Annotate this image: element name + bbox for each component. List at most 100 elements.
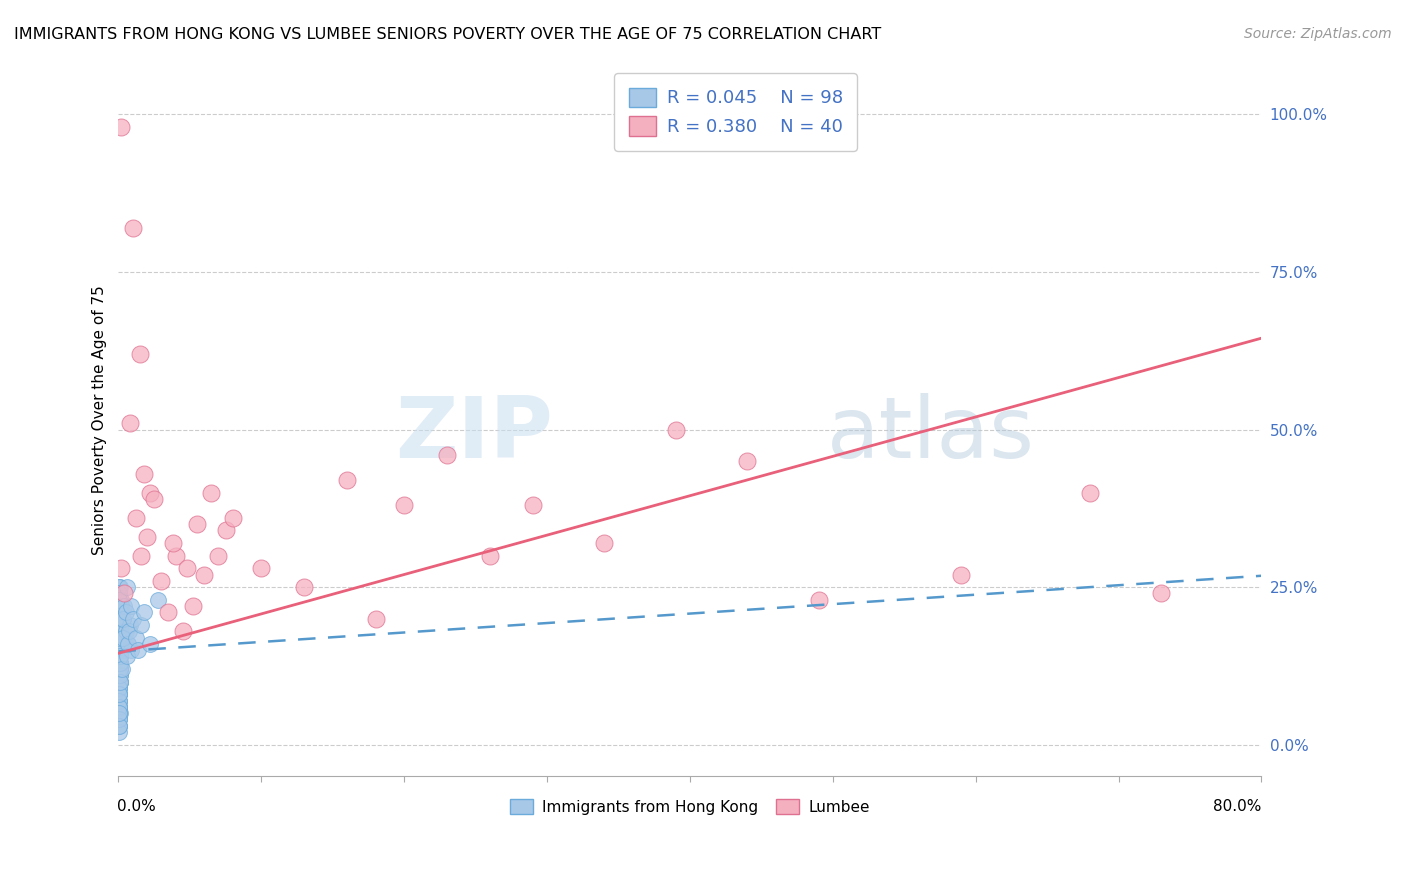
Point [162, 536, 184, 550]
Point [136, 530, 159, 544]
Point [110, 120, 132, 134]
Point [1150, 586, 1173, 600]
Point [108, 681, 131, 695]
Point [108, 631, 131, 645]
Point [436, 448, 458, 462]
Point [150, 574, 173, 588]
Point [181, 599, 204, 613]
Point [128, 347, 150, 361]
Point [108, 656, 131, 670]
Point [110, 637, 132, 651]
Point [124, 510, 146, 524]
Point [108, 687, 131, 701]
Point [108, 687, 131, 701]
Point [108, 693, 131, 707]
Point [108, 706, 131, 720]
Point [134, 467, 156, 481]
Point [478, 549, 501, 563]
Point [108, 713, 131, 727]
Point [108, 713, 131, 727]
Point [110, 599, 132, 613]
Point [108, 674, 131, 689]
Point [193, 567, 215, 582]
Point [108, 699, 131, 714]
Point [110, 612, 132, 626]
Point [108, 624, 131, 639]
Point [110, 605, 132, 619]
Text: 80.0%: 80.0% [1213, 799, 1261, 814]
Point [336, 473, 359, 487]
Point [1078, 485, 1101, 500]
Point [108, 631, 131, 645]
Point [108, 674, 131, 689]
Point [108, 725, 131, 739]
Point [110, 643, 132, 657]
Point [207, 549, 229, 563]
Point [110, 631, 132, 645]
Point [139, 485, 162, 500]
Point [118, 417, 141, 431]
Point [735, 454, 758, 468]
Point [108, 643, 131, 657]
Point [114, 605, 136, 619]
Point [522, 498, 544, 512]
Point [108, 662, 131, 676]
Point [108, 693, 131, 707]
Point [108, 699, 131, 714]
Point [200, 485, 222, 500]
Point [118, 624, 141, 639]
Point [108, 592, 131, 607]
Point [143, 491, 166, 506]
Y-axis label: Seniors Poverty Over the Age of 75: Seniors Poverty Over the Age of 75 [93, 285, 107, 555]
Point [110, 605, 132, 619]
Point [115, 649, 138, 664]
Point [110, 649, 132, 664]
Point [157, 605, 180, 619]
Text: 0.0%: 0.0% [117, 799, 156, 814]
Point [108, 637, 131, 651]
Point [108, 624, 131, 639]
Point [186, 517, 208, 532]
Point [127, 643, 149, 657]
Legend: Immigrants from Hong Kong, Lumbee: Immigrants from Hong Kong, Lumbee [499, 789, 880, 825]
Point [112, 586, 135, 600]
Point [124, 631, 146, 645]
Point [665, 423, 688, 437]
Point [108, 699, 131, 714]
Point [807, 592, 830, 607]
Point [108, 681, 131, 695]
Point [108, 674, 131, 689]
Point [172, 624, 194, 639]
Point [108, 618, 131, 632]
Point [108, 706, 131, 720]
Point [108, 719, 131, 733]
Point [110, 643, 132, 657]
Point [108, 706, 131, 720]
Point [108, 681, 131, 695]
Point [222, 510, 245, 524]
Point [110, 631, 132, 645]
Point [120, 599, 142, 613]
Point [108, 612, 131, 626]
Point [114, 624, 136, 639]
Point [117, 637, 139, 651]
Point [110, 649, 132, 664]
Point [108, 580, 131, 594]
Point [110, 643, 132, 657]
Point [110, 618, 132, 632]
Point [117, 637, 139, 651]
Point [110, 637, 132, 651]
Point [110, 599, 132, 613]
Point [148, 592, 170, 607]
Point [108, 586, 131, 600]
Point [108, 674, 131, 689]
Point [108, 668, 131, 682]
Text: ZIP: ZIP [395, 392, 553, 475]
Point [165, 549, 187, 563]
Point [108, 706, 131, 720]
Point [129, 618, 152, 632]
Point [108, 719, 131, 733]
Point [176, 561, 198, 575]
Text: atlas: atlas [827, 392, 1035, 475]
Point [111, 631, 134, 645]
